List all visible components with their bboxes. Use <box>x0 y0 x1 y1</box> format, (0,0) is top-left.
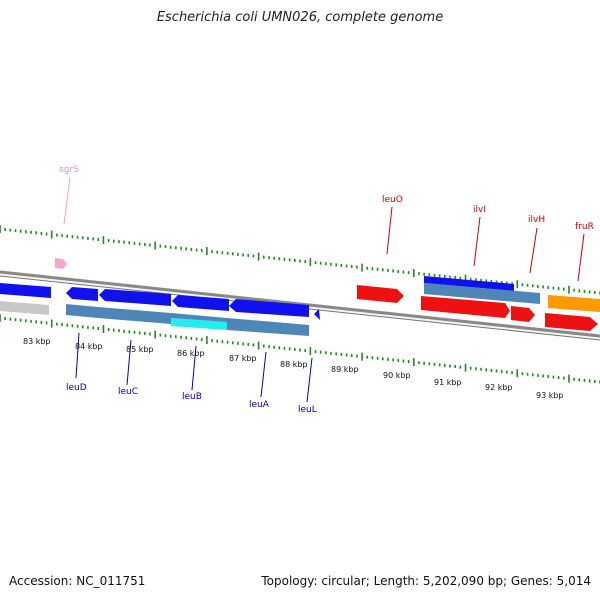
kbp-label: 91 kbp <box>434 378 462 387</box>
kbp-label: 83 kbp <box>23 337 51 346</box>
top-tick-track <box>0 225 600 295</box>
kbp-label: 87 kbp <box>229 354 257 363</box>
feature-layer <box>0 258 600 336</box>
gene-label-fruR[interactable]: fruR <box>575 222 594 232</box>
gene-label-leuO[interactable]: leuO <box>382 195 403 205</box>
gene-label-leuD[interactable]: leuD <box>66 383 87 393</box>
kbp-label: 86 kbp <box>177 349 205 358</box>
leuD-cds[interactable] <box>66 304 98 318</box>
ilvI-gene[interactable] <box>421 296 510 318</box>
kbp-label: 93 kbp <box>536 391 564 400</box>
bottom-gene-labels: leuD leuC leuB leuA leuL <box>66 383 317 415</box>
gene-label-leuB[interactable]: leuB <box>182 392 202 402</box>
kbp-label: 92 kbp <box>485 383 513 392</box>
leuC-gene[interactable] <box>99 289 171 306</box>
ilvH-gene[interactable] <box>511 306 535 322</box>
gene-label-leuL[interactable]: leuL <box>298 405 317 415</box>
leuB-gene[interactable] <box>172 295 229 311</box>
bottom-tick-track <box>0 314 600 384</box>
accession-text: Accession: NC_011751 <box>9 574 146 588</box>
right-red-gene[interactable] <box>545 313 598 331</box>
left-blue-gene[interactable] <box>0 283 51 298</box>
fruR-gene[interactable] <box>548 295 600 312</box>
gene-label-sgrS[interactable]: sgrS <box>59 165 79 175</box>
sgrS-feature[interactable] <box>55 258 67 269</box>
gene-label-ilvI[interactable]: ilvI <box>473 205 486 215</box>
leuA-gene[interactable] <box>229 299 309 317</box>
kbp-label: 89 kbp <box>331 365 359 374</box>
leuL-gene[interactable] <box>314 309 320 320</box>
leuB-cds-strip <box>171 313 227 322</box>
top-callouts <box>63 177 585 282</box>
bottom-callouts <box>75 332 313 403</box>
kbp-scale: 83 kbp 84 kbp 85 kbp 86 kbp 87 kbp 88 kb… <box>23 337 564 400</box>
leuC-cds[interactable] <box>98 307 171 324</box>
leuD-gene[interactable] <box>66 287 98 301</box>
kbp-label: 84 kbp <box>75 342 103 351</box>
ilvI-gene-blue[interactable] <box>424 276 514 291</box>
genome-summary-text: Topology: circular; Length: 5,202,090 bp… <box>261 574 591 588</box>
kbp-label: 90 kbp <box>383 371 411 380</box>
leuO-gene[interactable] <box>357 285 404 303</box>
ilvI-cds[interactable] <box>424 283 540 304</box>
genome-title: Escherichia coli UMN026, complete genome <box>156 10 444 25</box>
gene-label-leuA[interactable]: leuA <box>249 400 270 410</box>
gene-label-leuC[interactable]: leuC <box>118 387 138 397</box>
kbp-label: 88 kbp <box>280 360 308 369</box>
gene-label-ilvH[interactable]: ilvH <box>528 215 545 225</box>
grey-gene[interactable] <box>0 301 49 315</box>
kbp-label: 85 kbp <box>126 345 154 354</box>
leuA-cds[interactable] <box>227 318 309 336</box>
top-gene-labels: sgrS leuO ilvI ilvH fruR <box>59 165 594 232</box>
